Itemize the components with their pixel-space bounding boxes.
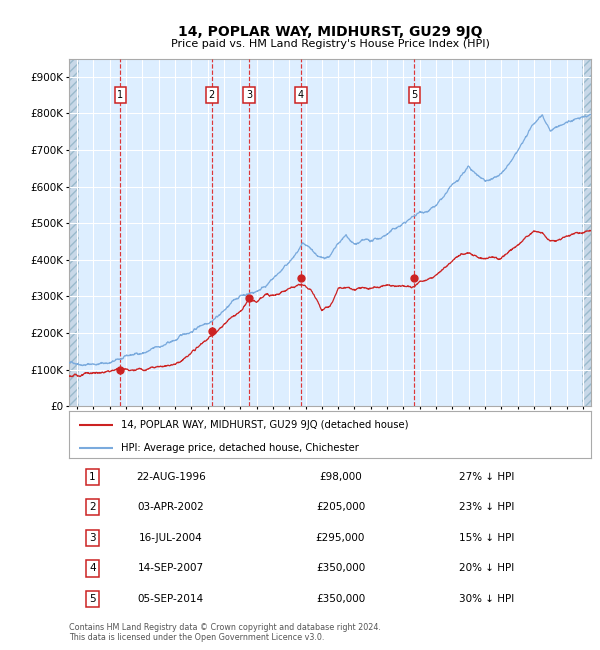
Text: 1: 1: [117, 90, 124, 100]
Text: 4: 4: [298, 90, 304, 100]
Text: 2: 2: [89, 502, 96, 512]
Text: 14-SEP-2007: 14-SEP-2007: [138, 564, 204, 573]
Bar: [69, 58, 79, 406]
Text: 20% ↓ HPI: 20% ↓ HPI: [459, 564, 514, 573]
Text: 16-JUL-2004: 16-JUL-2004: [139, 533, 203, 543]
Text: 1: 1: [89, 472, 96, 482]
Text: £205,000: £205,000: [316, 502, 365, 512]
Text: 2: 2: [209, 90, 215, 100]
Text: Price paid vs. HM Land Registry's House Price Index (HPI): Price paid vs. HM Land Registry's House …: [170, 39, 490, 49]
Text: Contains HM Land Registry data © Crown copyright and database right 2024.
This d: Contains HM Land Registry data © Crown c…: [69, 623, 381, 642]
Text: 3: 3: [89, 533, 96, 543]
Text: 05-SEP-2014: 05-SEP-2014: [138, 594, 204, 604]
Text: 5: 5: [89, 594, 96, 604]
Text: £295,000: £295,000: [316, 533, 365, 543]
Text: 22-AUG-1996: 22-AUG-1996: [136, 472, 206, 482]
Text: 5: 5: [412, 90, 418, 100]
Text: 4: 4: [89, 564, 96, 573]
Text: 03-APR-2002: 03-APR-2002: [137, 502, 204, 512]
Text: £350,000: £350,000: [316, 594, 365, 604]
Text: 3: 3: [246, 90, 252, 100]
Text: 27% ↓ HPI: 27% ↓ HPI: [459, 472, 514, 482]
Text: £350,000: £350,000: [316, 564, 365, 573]
Text: HPI: Average price, detached house, Chichester: HPI: Average price, detached house, Chic…: [121, 443, 359, 453]
Text: 14, POPLAR WAY, MIDHURST, GU29 9JQ (detached house): 14, POPLAR WAY, MIDHURST, GU29 9JQ (deta…: [121, 419, 409, 430]
Text: 30% ↓ HPI: 30% ↓ HPI: [459, 594, 514, 604]
Bar: [581, 58, 593, 406]
Text: 23% ↓ HPI: 23% ↓ HPI: [459, 502, 514, 512]
Text: £98,000: £98,000: [319, 472, 362, 482]
Text: 14, POPLAR WAY, MIDHURST, GU29 9JQ: 14, POPLAR WAY, MIDHURST, GU29 9JQ: [178, 25, 482, 39]
Text: 15% ↓ HPI: 15% ↓ HPI: [459, 533, 514, 543]
